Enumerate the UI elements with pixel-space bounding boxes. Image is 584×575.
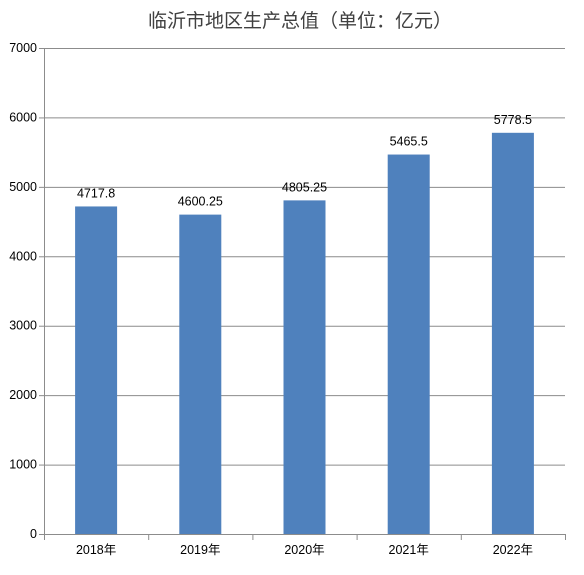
data-label: 4600.25 <box>178 195 223 209</box>
y-tick-label: 4000 <box>9 249 37 263</box>
x-tick-label: 2021年 <box>389 543 429 557</box>
bar <box>283 200 326 534</box>
y-tick-label: 5000 <box>9 180 37 194</box>
labels: 0 1000 2000 3000 4000 5000 6000 7000 2018年 4717.8… <box>9 41 533 557</box>
bar <box>387 154 430 534</box>
bars <box>75 132 534 535</box>
y-tick-label: 7000 <box>9 41 37 55</box>
bar <box>491 132 534 534</box>
x-tick-label: 2020年 <box>284 543 324 557</box>
y-tick-label: 3000 <box>9 319 37 333</box>
bar <box>75 206 118 534</box>
y-tick-label: 2000 <box>9 388 37 402</box>
axes <box>39 48 566 540</box>
x-tick-label: 2018年 <box>76 543 116 557</box>
chart-title: 临沂市地区生产总值（单位：亿元） <box>148 10 452 32</box>
x-tick-label: 2022年 <box>493 543 533 557</box>
y-tick-label: 6000 <box>9 110 37 124</box>
bar <box>179 214 222 535</box>
x-tick-label: 2019年 <box>180 543 220 557</box>
data-label: 5778.5 <box>494 113 532 127</box>
y-tick-label: 1000 <box>9 458 37 472</box>
y-tick-label: 0 <box>30 527 37 541</box>
data-label: 5465.5 <box>390 135 428 149</box>
data-label: 4717.8 <box>77 186 115 200</box>
data-label: 4805.25 <box>282 180 327 194</box>
